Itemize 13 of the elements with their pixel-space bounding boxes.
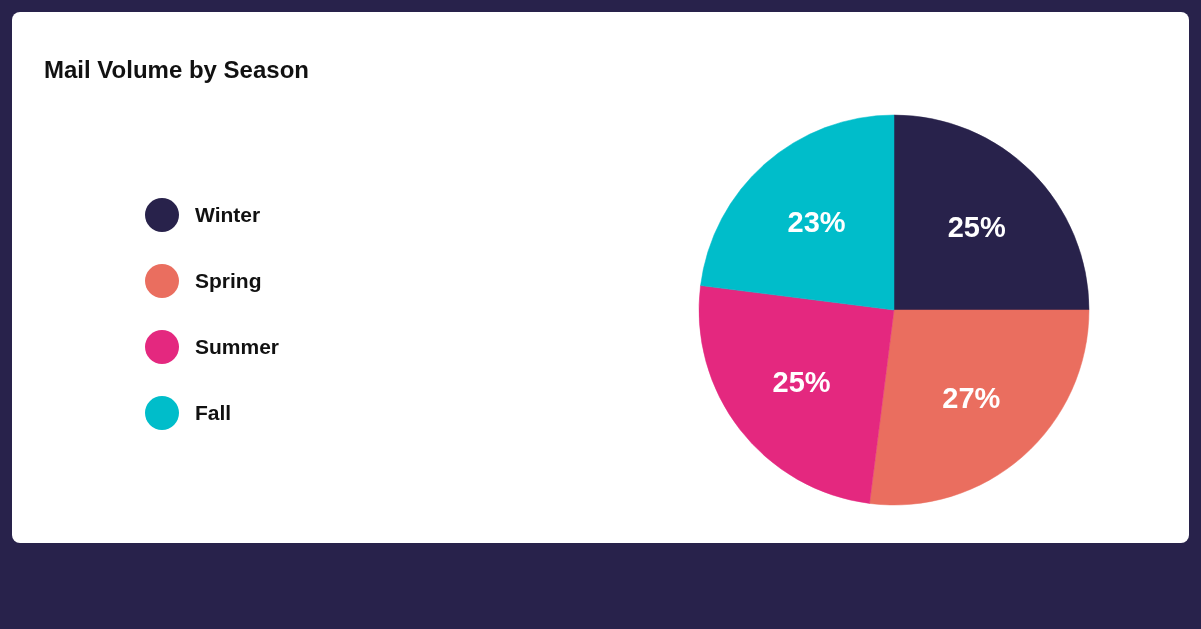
chart-title: Mail Volume by Season — [44, 56, 309, 84]
data-label: 25% — [947, 211, 1006, 244]
data-label: 25% — [772, 365, 831, 398]
pie-slice — [698, 285, 895, 504]
legend-label: Summer — [195, 335, 280, 359]
legend-label: Fall — [195, 401, 232, 425]
pie-slice — [700, 114, 895, 311]
legend-label: Spring — [195, 269, 262, 293]
data-label: 27% — [942, 381, 1001, 414]
data-label: 23% — [787, 206, 846, 239]
legend-label: Winter — [195, 203, 261, 227]
pie-slice — [893, 114, 1090, 311]
pie-slice — [869, 309, 1090, 506]
